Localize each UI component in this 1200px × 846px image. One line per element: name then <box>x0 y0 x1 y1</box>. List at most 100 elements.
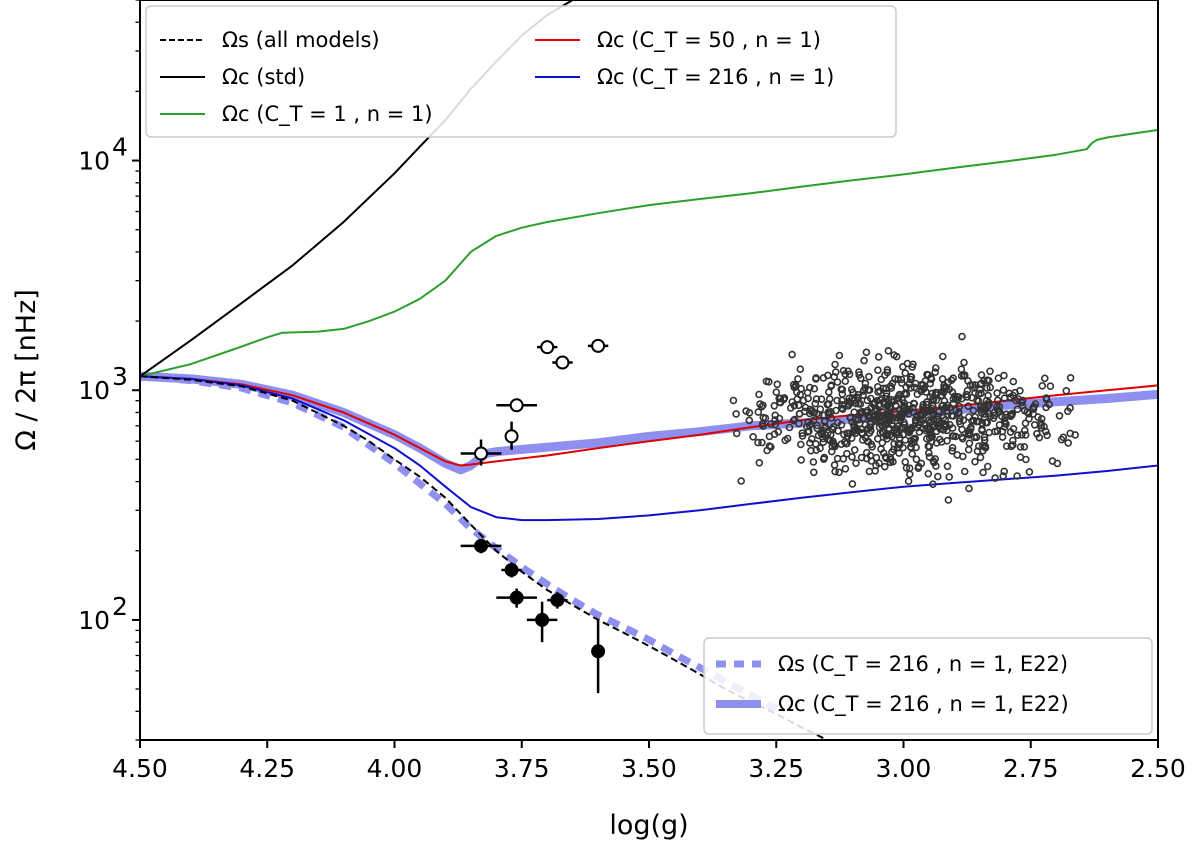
scatter-point <box>888 448 896 456</box>
open-errorbar-point <box>587 338 609 353</box>
scatter-point <box>1018 401 1027 410</box>
scatter-point <box>819 438 828 447</box>
scatter-point <box>1006 428 1015 436</box>
scatter-point <box>816 405 825 414</box>
scatter-point <box>1045 400 1053 409</box>
scatter-point <box>1017 430 1026 439</box>
scatter-point <box>912 455 921 464</box>
scatter-point <box>881 371 889 379</box>
scatter-point <box>979 468 987 477</box>
scatter-point <box>957 365 966 374</box>
scatter-point <box>917 380 926 389</box>
scatter-point <box>944 496 953 504</box>
scatter-point <box>951 432 960 441</box>
scatter-point <box>877 375 886 384</box>
scatter-point <box>923 370 931 379</box>
marker <box>474 446 489 461</box>
scatter-point <box>852 459 860 468</box>
scatter-point <box>1016 386 1024 395</box>
scatter-point <box>1034 413 1042 421</box>
scatter-point <box>981 418 990 427</box>
scatter-point <box>880 462 889 471</box>
scatter-point <box>993 389 1001 397</box>
y-tick-exponent: 4 <box>112 133 128 162</box>
scatter-point <box>1064 439 1072 447</box>
scatter-point <box>892 430 900 438</box>
scatter-point <box>964 445 973 454</box>
scatter-point <box>770 401 779 410</box>
scatter-point <box>933 472 942 481</box>
scatter-point <box>840 430 848 439</box>
scatter-point <box>905 470 914 479</box>
x-tick-label: 3.00 <box>876 754 932 783</box>
scatter-point <box>763 446 771 455</box>
scatter-point <box>795 419 803 428</box>
scatter-point <box>884 346 893 355</box>
x-tick-label: 2.75 <box>1003 754 1059 783</box>
marker <box>509 590 524 605</box>
scatter-point <box>898 362 907 371</box>
scatter-point <box>862 348 871 357</box>
scatter-point <box>849 427 858 436</box>
scatter-point <box>909 435 918 444</box>
x-axis-label: log(g) <box>609 810 688 841</box>
scatter-point <box>850 408 859 417</box>
marker <box>535 612 550 627</box>
scatter-point <box>867 440 876 449</box>
scatter-point <box>901 369 910 377</box>
scatter-point <box>813 424 822 433</box>
scatter-point <box>809 458 818 466</box>
scatter-point <box>914 462 923 471</box>
scatter-point <box>1066 373 1075 382</box>
scatter-point <box>994 407 1003 416</box>
scatter-point <box>937 418 946 427</box>
legend-upper-frame <box>145 5 897 138</box>
x-tick-label: 3.75 <box>494 754 550 783</box>
scatter-point <box>838 405 847 414</box>
scatter-point <box>957 372 966 380</box>
open-errorbar-point <box>552 355 573 370</box>
filled-errorbar-point <box>501 562 522 578</box>
scatter-point <box>912 411 921 420</box>
scatter-point <box>960 467 969 476</box>
scatter-layer <box>729 332 1079 504</box>
scatter-point <box>1022 455 1030 464</box>
scatter-point <box>917 411 925 420</box>
scatter-point <box>978 426 986 435</box>
filled-errorbar-point <box>591 618 606 694</box>
marker <box>509 398 524 413</box>
scatter-point <box>758 420 767 428</box>
scatter-point <box>1033 429 1041 438</box>
scatter-point <box>872 453 881 462</box>
scatter-point <box>1062 386 1071 395</box>
scatter-point <box>986 383 995 392</box>
scatter-point <box>892 352 901 361</box>
scatter-point <box>897 375 906 384</box>
scatter-point <box>906 372 915 381</box>
scatter-point <box>771 420 780 429</box>
scatter-point <box>874 353 883 361</box>
scatter-point <box>1000 467 1009 476</box>
scatter-point <box>964 377 972 385</box>
legend-label: Ωc (C_T = 216 , n = 1, E22) <box>778 692 1069 717</box>
y-tick-label: 10 <box>78 147 110 176</box>
scatter-point <box>910 399 919 408</box>
scatter-point <box>846 413 854 422</box>
scatter-point <box>954 408 963 416</box>
scatter-point <box>819 455 828 464</box>
scatter-point <box>759 401 767 410</box>
scatter-point <box>797 384 806 393</box>
scatter-point <box>985 400 993 409</box>
x-tick-label: 2.50 <box>1130 754 1186 783</box>
scatter-point <box>764 377 773 386</box>
x-tick-label: 4.25 <box>239 754 295 783</box>
scatter-point <box>1013 405 1022 414</box>
scatter-point <box>830 461 839 469</box>
scatter-point <box>924 442 933 451</box>
scatter-point <box>848 453 856 461</box>
scatter-point <box>805 383 814 392</box>
scatter-point <box>883 402 892 411</box>
scatter-point <box>866 394 875 403</box>
